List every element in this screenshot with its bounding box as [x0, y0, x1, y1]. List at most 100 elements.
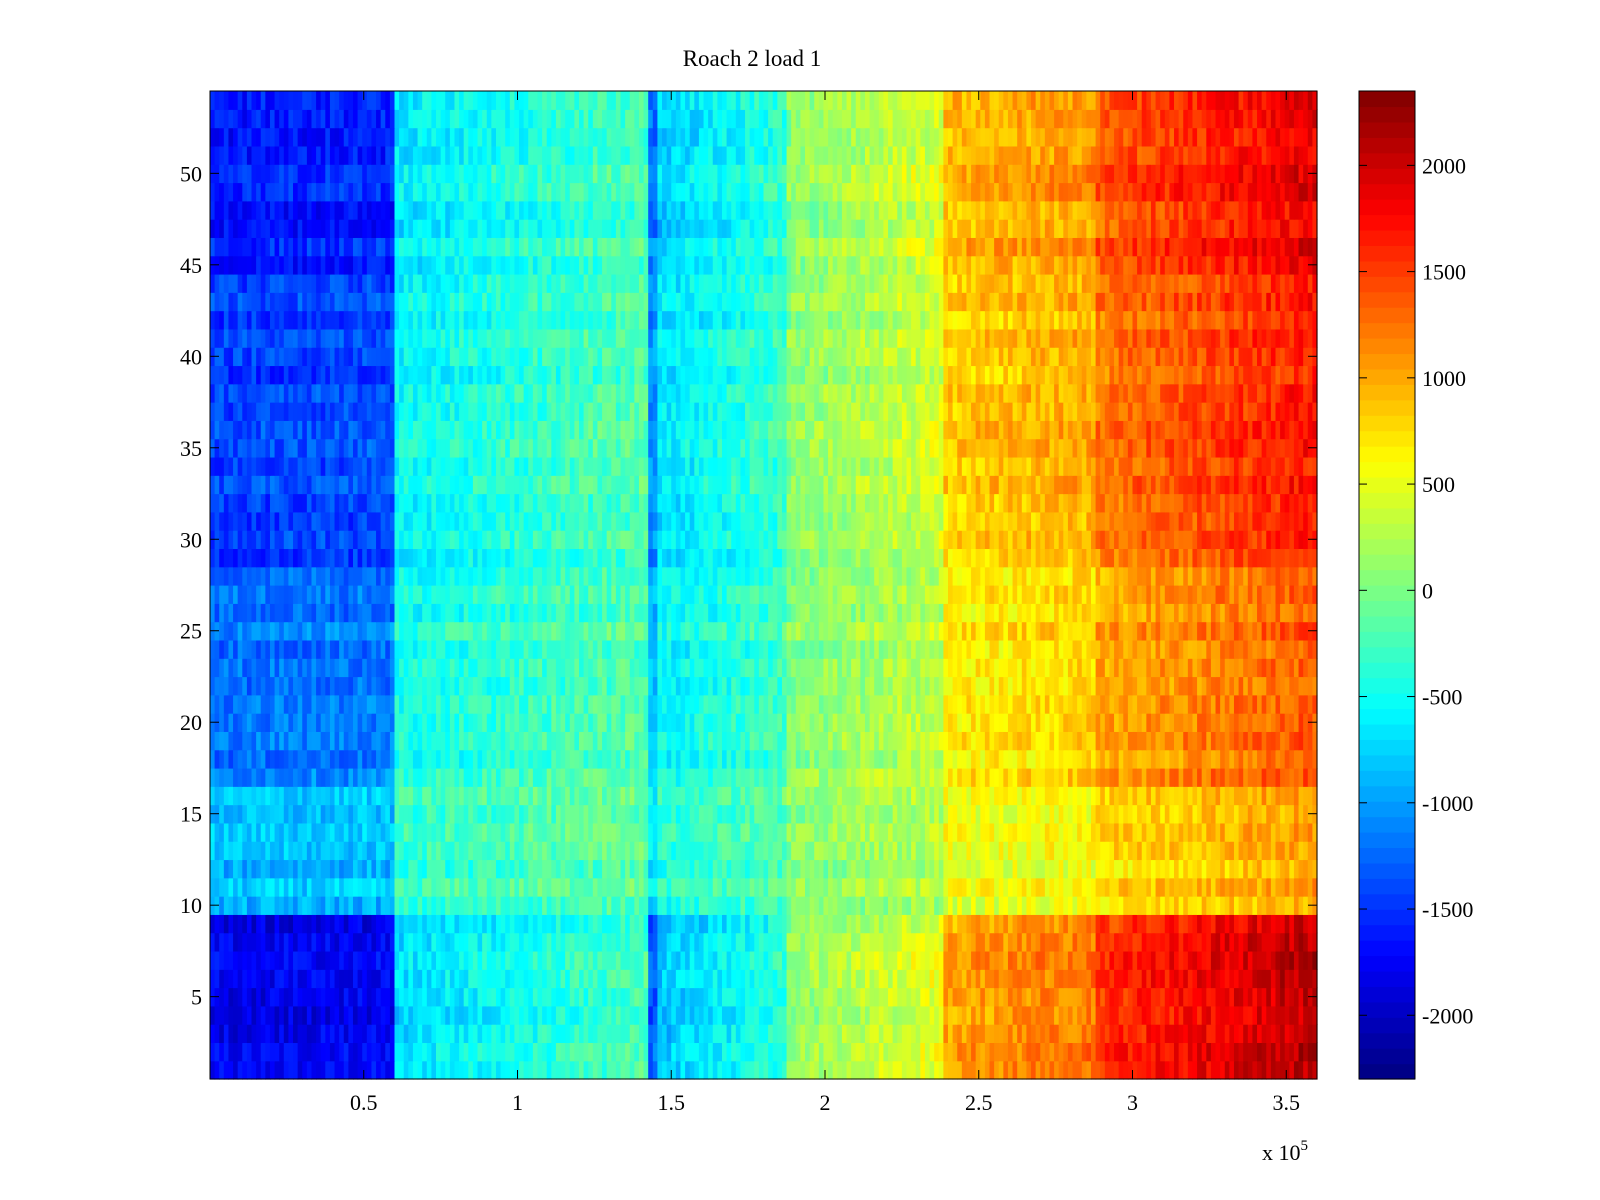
heatmap-cells — [210, 91, 1318, 1080]
heatmap-cell — [694, 822, 700, 842]
heatmap-cell — [1012, 841, 1018, 861]
heatmap-cell — [1127, 1042, 1134, 1062]
heatmap-cell — [1210, 786, 1217, 806]
heatmap-cell — [1035, 841, 1041, 861]
heatmap-cell — [219, 694, 225, 714]
heatmap-cell — [555, 1060, 562, 1080]
heatmap-cell — [971, 694, 977, 714]
heatmap-cell — [1123, 950, 1129, 970]
heatmap-cell — [574, 822, 580, 842]
heatmap-cell — [915, 877, 921, 897]
heatmap-cell — [860, 841, 866, 861]
heatmap-cell — [694, 713, 700, 732]
heatmap-cell — [1187, 713, 1194, 732]
heatmap-cell — [897, 932, 903, 952]
heatmap-cell — [1192, 1024, 1198, 1044]
heatmap-cell — [445, 786, 451, 806]
heatmap-cell — [482, 914, 488, 934]
heatmap-cell — [279, 731, 285, 751]
heatmap-cell — [915, 896, 921, 915]
heatmap-cell — [1284, 859, 1290, 879]
heatmap-cell — [758, 804, 765, 824]
heatmap-cell — [1031, 969, 1037, 989]
heatmap-cell — [228, 1005, 234, 1025]
heatmap-cell — [505, 841, 511, 861]
heatmap-cell — [389, 731, 396, 751]
heatmap-cell — [735, 914, 742, 934]
heatmap-cell — [1164, 1024, 1170, 1044]
heatmap-cell — [348, 1060, 354, 1080]
heatmap-cell — [283, 969, 290, 989]
heatmap-cell — [971, 969, 977, 989]
heatmap-cell — [348, 1024, 354, 1044]
heatmap-cell — [440, 786, 446, 806]
heatmap-cell — [260, 914, 266, 934]
heatmap-cell — [1137, 749, 1143, 769]
heatmap-cell — [514, 877, 520, 897]
heatmap-cell — [768, 987, 774, 1007]
heatmap-cell — [274, 950, 280, 970]
heatmap-cell — [768, 1060, 774, 1080]
heatmap-cell — [625, 1060, 631, 1080]
heatmap-cell — [957, 786, 963, 806]
heatmap-cell — [855, 694, 861, 714]
heatmap-cell — [994, 1005, 1000, 1025]
heatmap-cell — [274, 896, 280, 915]
heatmap-cell — [463, 932, 469, 952]
heatmap-cell — [362, 749, 368, 769]
heatmap-cell — [1187, 731, 1194, 751]
heatmap-cell — [735, 731, 742, 751]
heatmap-cell — [1224, 767, 1230, 787]
heatmap-cell — [1141, 1042, 1147, 1062]
heatmap-cell — [786, 841, 792, 861]
heatmap-cell — [1026, 914, 1032, 934]
heatmap-cell — [648, 731, 654, 751]
heatmap-cell — [1012, 950, 1018, 970]
heatmap-cell — [440, 914, 446, 934]
heatmap-cell — [989, 932, 995, 952]
heatmap-cell — [256, 932, 262, 952]
heatmap-cell — [721, 786, 728, 806]
heatmap-cell — [1100, 914, 1106, 934]
heatmap-cell — [1035, 786, 1041, 806]
heatmap-cell — [523, 969, 529, 989]
heatmap-cell — [1081, 841, 1087, 861]
heatmap-cell — [675, 1060, 682, 1080]
heatmap-cell — [399, 1005, 405, 1025]
heatmap-cell — [1160, 713, 1166, 732]
heatmap-cell — [800, 914, 806, 934]
heatmap-cell — [1183, 896, 1189, 915]
heatmap-cell — [1275, 950, 1281, 970]
heatmap-cell — [371, 786, 377, 806]
heatmap-cell — [1137, 896, 1143, 915]
heatmap-cell — [1206, 786, 1212, 806]
heatmap-cell — [1220, 987, 1226, 1007]
heatmap-cell — [1114, 1060, 1120, 1080]
heatmap-cell — [772, 786, 778, 806]
heatmap-cell — [892, 786, 898, 806]
heatmap-cell — [745, 1024, 751, 1044]
heatmap-cell — [994, 896, 1000, 915]
heatmap-cell — [602, 1005, 608, 1025]
heatmap-cell — [1095, 841, 1101, 861]
heatmap-cell — [274, 694, 280, 714]
heatmap-cell — [602, 950, 608, 970]
heatmap-cell — [283, 694, 290, 714]
heatmap-cell — [966, 932, 972, 952]
heatmap-cell — [223, 1005, 230, 1025]
heatmap-cell — [758, 841, 765, 861]
heatmap-cell — [689, 1042, 695, 1062]
heatmap-cell — [505, 1042, 511, 1062]
heatmap-cell — [726, 1005, 732, 1025]
heatmap-cell — [1132, 749, 1138, 769]
heatmap-cell — [1141, 713, 1147, 732]
heatmap-cell — [472, 713, 479, 732]
heatmap-cell — [339, 896, 345, 915]
heatmap-cell — [293, 804, 299, 824]
heatmap-cell — [320, 786, 326, 806]
heatmap-cell — [339, 822, 345, 842]
heatmap-cell — [1044, 896, 1051, 915]
heatmap-cell — [980, 841, 986, 861]
heatmap-cell — [1137, 877, 1143, 897]
heatmap-cell — [1197, 877, 1203, 897]
